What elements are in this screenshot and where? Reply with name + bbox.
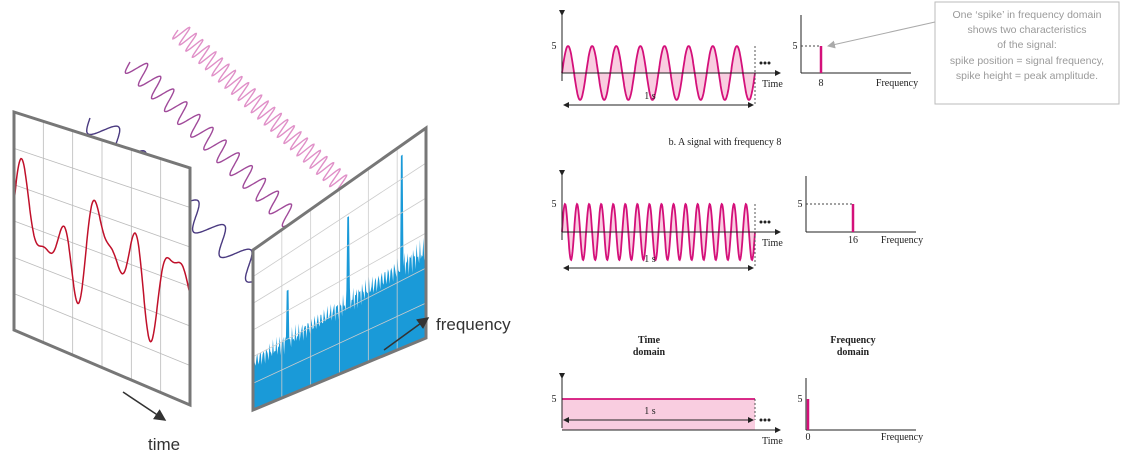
signal-fill <box>562 399 755 430</box>
time-axis-label: Time <box>762 79 783 90</box>
callout-box <box>934 1 1120 105</box>
amplitude-label: 5 <box>552 199 557 210</box>
callout-line: of the signal: <box>997 39 1057 51</box>
callout-arrow <box>827 21 936 49</box>
callout-line: One ‘spike’ in frequency domain <box>952 9 1101 21</box>
grid-line <box>13 293 191 366</box>
ellipsis-dot <box>763 61 767 65</box>
spectrum <box>253 154 426 410</box>
spike-amplitude-label: 5 <box>793 41 798 52</box>
frequency-axis-label: Frequency <box>876 78 918 89</box>
ellipsis-dot <box>759 220 763 224</box>
time-signal <box>13 157 191 343</box>
frequency-arrow <box>383 317 430 351</box>
ellipsis-dot <box>763 220 767 224</box>
callout-line: spike position = signal frequency, <box>950 55 1104 67</box>
callout-line: shows two characteristics <box>967 24 1086 36</box>
duration-label: 1 s <box>644 91 656 102</box>
time-axis-label: Time <box>762 436 783 447</box>
panel-frame <box>12 109 192 408</box>
frequency-axis-label: Frequency <box>881 235 923 246</box>
amplitude-label: 5 <box>552 41 557 52</box>
ellipsis-dot <box>767 418 771 422</box>
time-axis-label: Time <box>762 238 783 249</box>
ellipsis-dot <box>759 418 763 422</box>
ellipsis-dot <box>767 61 771 65</box>
time-header: domain <box>633 347 666 358</box>
duration-label: 1 s <box>644 406 656 417</box>
time-arrow <box>122 391 167 421</box>
ellipsis-dot <box>767 220 771 224</box>
frequency-header: domain <box>837 347 870 358</box>
frequency-axis-label: Frequency <box>881 432 923 443</box>
panels: 1 s 5 Time 5 8 Frequency 1 s 5 Time 5 16 Frequency 1… <box>552 10 923 447</box>
panel-frame <box>251 125 428 413</box>
spike-frequency-label: 0 <box>806 432 811 443</box>
frequency-label: frequency <box>436 315 511 334</box>
callout-line: spike height = peak amplitude. <box>956 70 1098 82</box>
frequency-header: Frequency <box>830 335 875 346</box>
amplitude-label: 5 <box>552 394 557 405</box>
duration-label: 1 s <box>644 254 656 265</box>
grid-line <box>252 302 427 384</box>
spike-amplitude-label: 5 <box>798 199 803 210</box>
caption: b. A signal with frequency 8 <box>669 137 782 148</box>
spike-frequency-label: 16 <box>848 235 858 246</box>
ellipsis-dot <box>763 418 767 422</box>
time-label: time <box>148 435 180 454</box>
time-header: Time <box>638 335 661 346</box>
wave <box>172 26 354 194</box>
wave <box>124 61 306 229</box>
spike-frequency-label: 8 <box>819 78 824 89</box>
ellipsis-dot <box>759 61 763 65</box>
spike-amplitude-label: 5 <box>798 394 803 405</box>
illustration <box>12 26 428 413</box>
